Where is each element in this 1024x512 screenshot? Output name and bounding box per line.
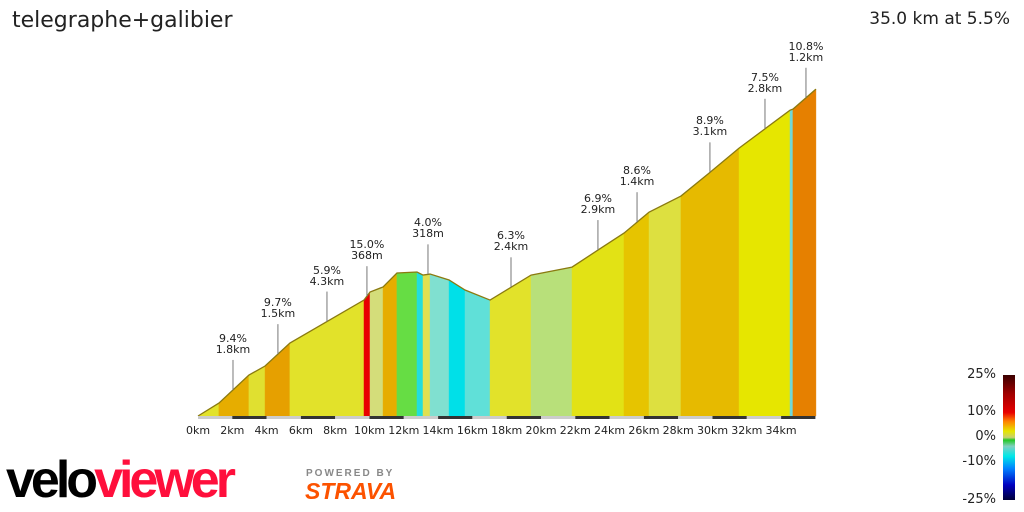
segment-annotation: 6.9% 2.9km: [568, 193, 628, 215]
profile-segment: [448, 279, 466, 417]
gradient-legend-bar: [1003, 375, 1015, 500]
axis-distance-band: [266, 416, 301, 419]
segment-annotation: 4.0% 318m: [398, 217, 458, 239]
annotation-grade: 6.9%: [583, 192, 612, 206]
axis-distance-band: [712, 416, 747, 419]
x-tick-label: 18km: [491, 424, 523, 437]
annotation-length: 2.8km: [747, 81, 783, 95]
x-tick-label: 14km: [422, 424, 454, 437]
x-tick-label: 24km: [594, 424, 626, 437]
axis-distance-band: [781, 416, 816, 419]
legend-label-10: 10%: [967, 404, 996, 419]
strava-logo[interactable]: STRAVA: [305, 478, 397, 504]
axis-distance-band: [335, 416, 370, 419]
annotation-length: 2.4km: [493, 240, 529, 254]
annotation-length: 3.1km: [692, 125, 728, 139]
x-tick-label: 32km: [731, 424, 763, 437]
legend-label-25: 25%: [967, 367, 996, 382]
x-tick-label: 26km: [628, 424, 660, 437]
elevation-profile-chart: [197, 67, 817, 419]
profile-segment: [738, 109, 791, 417]
profile-segment: [422, 273, 431, 417]
profile-segment: [623, 211, 650, 417]
axis-distance-band: [506, 416, 541, 419]
annotation-length: 1.8km: [215, 342, 251, 356]
axis-distance-band: [300, 416, 336, 419]
annotation-grade: 8.9%: [695, 114, 724, 128]
profile-segment: [571, 232, 625, 417]
axis-distance-band: [369, 416, 404, 419]
profile-segment: [416, 271, 424, 417]
profile-outline: [197, 88, 817, 417]
veloviewer-logo[interactable]: veloviewer: [6, 451, 236, 509]
axis-distance-band: [198, 416, 233, 419]
annotation-length: 1.4km: [619, 175, 655, 189]
axis-distance-band: [678, 416, 713, 419]
axis-distance-band: [438, 416, 473, 419]
segment-annotation: 5.9% 4.3km: [297, 265, 357, 287]
axis-distance-band: [541, 416, 576, 419]
annotation-grade: 8.6%: [623, 164, 651, 178]
annotation-grade: 6.3%: [497, 229, 525, 243]
legend-label-minus25: -25%: [962, 492, 996, 507]
segment-annotation: 8.9% 3.1km: [680, 115, 740, 137]
annotation-length: 1.5km: [260, 307, 296, 321]
annotation-length: 368m: [351, 249, 383, 263]
segment-annotation: 8.6% 1.4km: [607, 165, 667, 187]
axis-distance-band: [472, 416, 507, 419]
segment-annotation: 7.5% 2.8km: [735, 72, 795, 94]
profile-segment: [648, 195, 682, 417]
x-tick-label: 20km: [525, 424, 557, 437]
annotation-grade: 5.9%: [312, 263, 341, 277]
annotation-grade: 4.0%: [413, 216, 442, 230]
x-tick-label: 6km: [288, 424, 313, 437]
powered-by-text: POWERED BY: [306, 468, 395, 479]
x-tick-label: 30km: [696, 424, 729, 437]
profile-segment: [369, 286, 384, 417]
profile-segment: [382, 272, 398, 417]
profile-segment: [530, 266, 573, 417]
axis-distance-band: [746, 416, 782, 419]
axis-distance-band: [609, 416, 644, 419]
page-title: telegraphe+galibier: [12, 8, 233, 33]
x-tick-label: 0km: [185, 424, 211, 437]
x-tick-label: 10km: [353, 424, 386, 437]
axis-distance-band: [232, 416, 267, 419]
climb-summary: 35.0 km at 5.5%: [869, 9, 1010, 29]
profile-segment: [464, 289, 491, 417]
x-tick-label: 22km: [559, 424, 591, 437]
legend-label-minus10: -10%: [962, 454, 996, 469]
annotation-grade: 10.8%: [788, 39, 824, 53]
segment-annotation: 15.0% 368m: [337, 239, 397, 261]
segment-annotation: 9.4% 1.8km: [203, 333, 263, 355]
segment-annotation: 9.7% 1.5km: [248, 297, 308, 319]
x-tick-label: 12km: [388, 424, 420, 437]
annotation-length: 1.2km: [788, 50, 824, 64]
x-tick-label: 8km: [323, 424, 348, 437]
profile-segment: [396, 271, 418, 417]
annotation-grade: 7.5%: [750, 70, 779, 84]
x-tick-label: 28km: [662, 424, 694, 437]
annotation-grade: 9.4%: [219, 331, 247, 345]
annotation-length: 4.3km: [309, 274, 345, 288]
x-tick-label: 2km: [220, 424, 245, 437]
profile-segment: [429, 273, 450, 417]
axis-distance-band: [403, 416, 439, 419]
annotation-grade: 15.0%: [349, 238, 385, 252]
annotation-grade: 9.7%: [263, 296, 292, 310]
legend-label-0: 0%: [975, 429, 996, 444]
x-tick-label: 16km: [456, 424, 488, 437]
annotation-length: 318m: [412, 227, 444, 241]
profile-segment: [218, 374, 250, 417]
profile-segment: [363, 291, 371, 417]
axis-distance-band: [575, 416, 610, 419]
axis-distance-band: [643, 416, 679, 419]
segment-annotation: 6.3% 2.4km: [481, 230, 541, 252]
x-tick-label: 34km: [765, 424, 797, 437]
segment-annotation: 10.8% 1.2km: [776, 41, 836, 63]
profile-segment: [792, 88, 817, 417]
x-tick-label: 4km: [254, 424, 279, 437]
profile-segment: [789, 108, 794, 417]
annotation-length: 2.9km: [580, 203, 616, 217]
